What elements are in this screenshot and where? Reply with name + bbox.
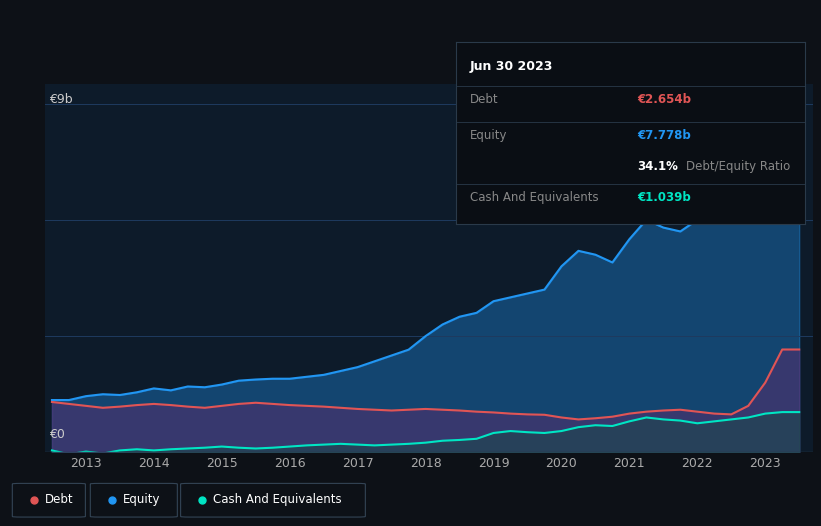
Text: Jun 30 2023: Jun 30 2023	[470, 60, 553, 73]
Text: Equity: Equity	[123, 493, 161, 506]
Text: Debt: Debt	[470, 93, 498, 106]
Text: Equity: Equity	[470, 129, 507, 142]
Text: 34.1%: 34.1%	[637, 160, 678, 173]
Text: €7.778b: €7.778b	[637, 129, 690, 142]
Text: Debt: Debt	[45, 493, 74, 506]
Text: €2.654b: €2.654b	[637, 93, 691, 106]
Text: €1.039b: €1.039b	[637, 191, 690, 204]
Text: Debt/Equity Ratio: Debt/Equity Ratio	[686, 160, 790, 173]
Text: Cash And Equivalents: Cash And Equivalents	[213, 493, 342, 506]
Text: Cash And Equivalents: Cash And Equivalents	[470, 191, 599, 204]
Text: €0: €0	[49, 428, 65, 441]
Text: €9b: €9b	[49, 94, 72, 106]
